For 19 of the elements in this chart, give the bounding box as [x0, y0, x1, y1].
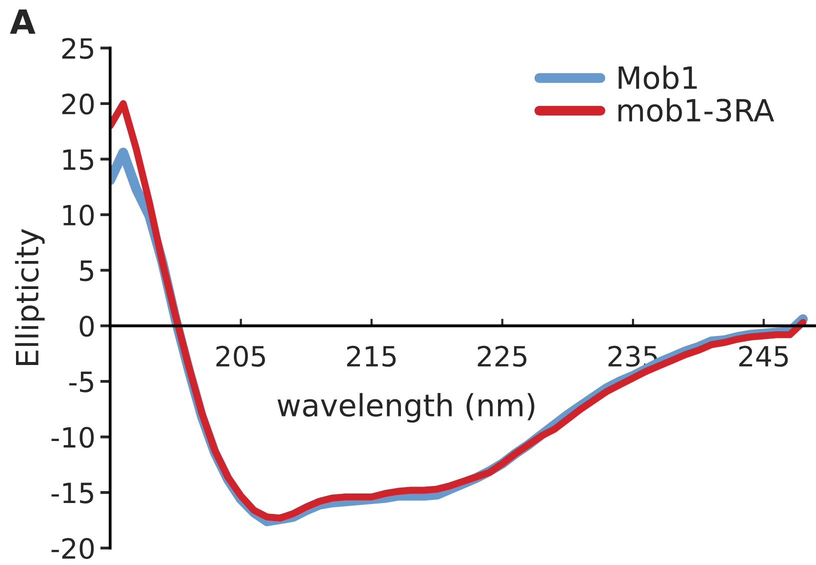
- y-tick-label: 15: [63, 149, 94, 170]
- x-tick-label: 245: [739, 346, 788, 367]
- y-tick-label: 5: [80, 260, 94, 282]
- y-tick-label: -5: [69, 372, 94, 392]
- y-tick-label: 25: [62, 38, 94, 59]
- y-tick-label: -10: [52, 426, 94, 448]
- y-tick-label: -20: [52, 538, 94, 559]
- y-tick-label: 20: [62, 94, 94, 115]
- y-axis-title: Ellipticity: [15, 228, 45, 366]
- x-tick-label: 215: [347, 346, 396, 367]
- x-tick-label: 205: [216, 346, 265, 367]
- legend-label: mob1-3RA: [618, 98, 774, 122]
- y-tick-label: 0: [80, 316, 94, 337]
- y-tick-label: 10: [63, 204, 94, 226]
- x-tick-label: 225: [478, 346, 526, 367]
- legend-label: Mob1: [618, 66, 697, 90]
- x-axis-title: wavelength (nm): [278, 393, 534, 423]
- y-tick-label: -15: [52, 482, 94, 504]
- text: A: [10, 10, 36, 34]
